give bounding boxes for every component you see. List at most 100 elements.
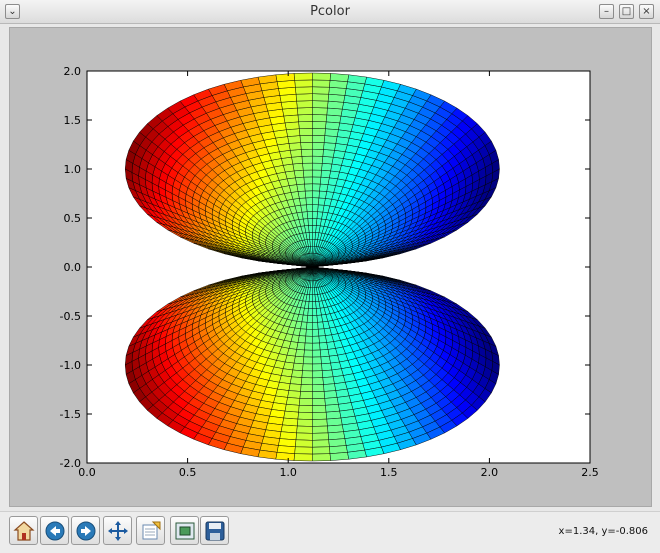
- zoom-button[interactable]: [136, 516, 165, 545]
- mesh-cell: [312, 384, 325, 392]
- mesh-cell: [312, 432, 329, 441]
- mesh-cell: [296, 342, 306, 351]
- y-tick-label: 1.0: [64, 163, 82, 176]
- mesh-cell: [312, 322, 319, 330]
- mesh-cell: [312, 405, 327, 413]
- mesh-cell: [312, 377, 324, 386]
- minimize-button[interactable]: –: [599, 4, 614, 19]
- mesh-cell: [312, 100, 329, 109]
- minimize-icon: –: [604, 6, 609, 17]
- mesh-cell: [296, 100, 313, 109]
- mesh-cell: [298, 398, 313, 406]
- maximize-icon: □: [621, 6, 632, 17]
- mesh-cell: [312, 370, 324, 379]
- forward-button[interactable]: [71, 516, 100, 545]
- mesh-cell: [297, 107, 313, 116]
- mesh-cell: [310, 280, 313, 289]
- mesh-cell: [308, 294, 313, 302]
- mesh-cell: [316, 211, 324, 220]
- subplots-button[interactable]: [170, 516, 199, 545]
- mesh-cell: [297, 411, 313, 420]
- figure-canvas[interactable]: 0.0 0.5 1.0 1.5 2.0 2.5 2.0 1.5 1.0 0.5 0.0 -0.5 -1.…: [9, 27, 652, 507]
- mesh-cell: [312, 183, 321, 192]
- y-tick-label: 2.0: [64, 65, 82, 78]
- mesh-cell: [323, 390, 338, 399]
- mesh-cell: [304, 183, 313, 192]
- back-button[interactable]: [40, 516, 69, 545]
- mesh-cell: [293, 355, 305, 365]
- mesh-cell: [295, 349, 305, 358]
- mesh-cell: [309, 287, 313, 295]
- mesh-cell: [303, 176, 313, 185]
- mesh-cell: [323, 383, 337, 392]
- close-button[interactable]: ×: [639, 4, 654, 19]
- mesh-cell: [312, 176, 322, 185]
- mesh-cell: [302, 356, 313, 365]
- mesh-cell: [312, 239, 316, 247]
- x-tick-label: 2.0: [481, 466, 499, 479]
- mesh-cell: [312, 72, 331, 81]
- y-tick-label: -0.5: [60, 310, 81, 323]
- window-titlebar: ⌄ Pcolor – □ ×: [0, 0, 660, 24]
- mesh-cell: [288, 142, 302, 151]
- mesh-cell: [275, 452, 295, 461]
- mesh-cell: [312, 107, 328, 116]
- mesh-cell: [312, 356, 322, 365]
- mesh-cell: [312, 162, 323, 171]
- mesh-cell: [304, 335, 313, 344]
- mesh-cell: [295, 176, 305, 185]
- mesh-cell: [307, 308, 313, 316]
- mesh-cell: [305, 328, 313, 337]
- mesh-cell: [320, 355, 331, 365]
- mesh-cell: [300, 384, 313, 392]
- maximize-button[interactable]: □: [619, 4, 634, 19]
- mesh-cell: [294, 79, 313, 88]
- mesh-cell: [317, 204, 325, 213]
- mesh-cell: [301, 155, 313, 164]
- mesh-cell: [312, 363, 323, 372]
- mesh-cell: [302, 162, 313, 171]
- mesh-cell: [318, 190, 327, 199]
- mesh-cell: [296, 425, 313, 434]
- mesh-cell: [326, 107, 343, 117]
- mesh-cell: [312, 335, 320, 344]
- close-icon: ×: [642, 6, 651, 17]
- mesh-cell: [319, 349, 330, 358]
- mesh-cell: [275, 73, 295, 82]
- mesh-cell: [312, 155, 324, 164]
- mesh-cell: [295, 86, 313, 95]
- y-tick-label: -1.0: [60, 359, 81, 372]
- zoom-rect-icon: [142, 521, 161, 540]
- x-tick-label: 2.5: [581, 466, 599, 479]
- mesh-cell: [325, 404, 340, 413]
- mesh-cell: [325, 121, 340, 130]
- mesh-cell: [299, 135, 313, 143]
- mesh-cell: [312, 190, 320, 199]
- mesh-cell: [329, 73, 350, 82]
- mesh-cell: [303, 349, 313, 358]
- mesh-cell: [302, 169, 313, 178]
- mesh-cell: [283, 114, 299, 124]
- pan-button[interactable]: [103, 516, 132, 545]
- mesh-cell: [321, 156, 334, 165]
- mesh-cell: [323, 142, 337, 151]
- mesh-cell: [312, 128, 326, 136]
- mesh-cell: [312, 232, 316, 240]
- home-button[interactable]: [9, 516, 38, 545]
- save-button[interactable]: [200, 516, 229, 545]
- mesh-cell: [299, 328, 307, 337]
- mesh-cell: [282, 107, 299, 117]
- mesh-cell: [306, 204, 313, 212]
- y-tick-label: -1.5: [60, 408, 81, 421]
- mesh-cell: [301, 370, 313, 379]
- mesh-cell: [300, 321, 308, 330]
- mesh-cell: [291, 369, 303, 378]
- pcolor-plot[interactable]: 0.0 0.5 1.0 1.5 2.0 2.52.01.51.00.50.0-0.5-1.…: [10, 28, 651, 506]
- window-menu-button[interactable]: ⌄: [5, 4, 20, 19]
- mesh-cell: [323, 135, 338, 144]
- mesh-cell: [291, 156, 303, 165]
- mesh-cell: [312, 342, 321, 351]
- mesh-cell: [293, 72, 313, 81]
- mesh-cell: [312, 411, 328, 420]
- chevron-down-icon: ⌄: [8, 6, 17, 17]
